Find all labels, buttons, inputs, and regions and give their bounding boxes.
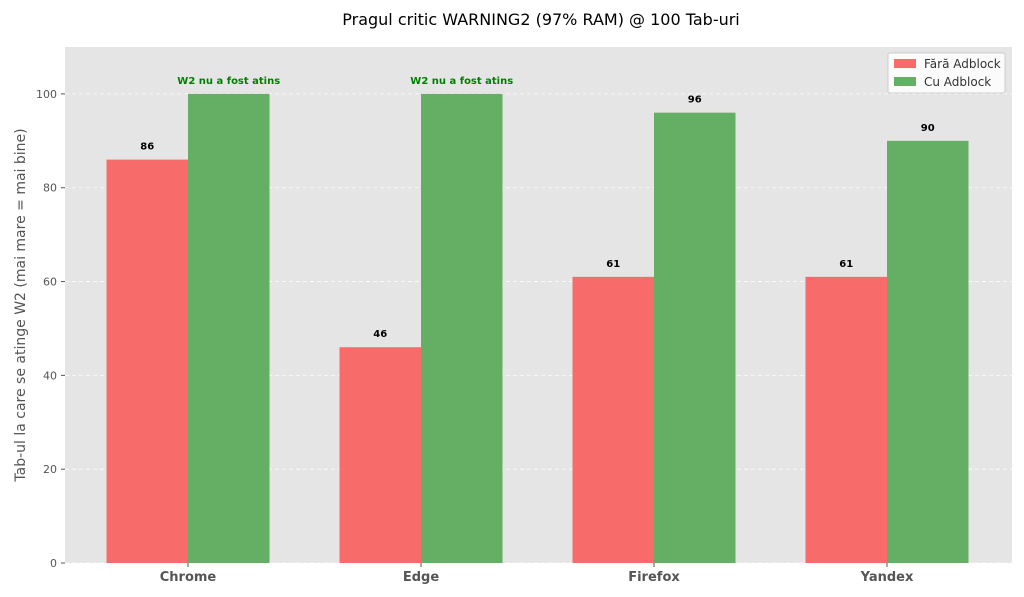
bar-yandex-series-1 bbox=[805, 276, 887, 563]
y-tick-label: 20 bbox=[43, 463, 57, 476]
y-tick-label: 0 bbox=[50, 557, 57, 570]
x-tick-label: Chrome bbox=[160, 570, 217, 585]
y-tick-label: 80 bbox=[43, 182, 57, 195]
x-tick-label: Edge bbox=[403, 570, 439, 585]
bar-note-label: W2 nu a fost atins bbox=[410, 76, 513, 87]
bar-edge-series-2 bbox=[421, 93, 503, 563]
bar-value-label: 46 bbox=[373, 329, 387, 340]
bar-value-label: 61 bbox=[606, 259, 620, 270]
legend-swatch bbox=[894, 59, 916, 68]
y-axis-label: Tab-ul la care se atinge W2 (mai mare = … bbox=[13, 128, 29, 482]
y-tick-label: 100 bbox=[36, 88, 57, 101]
x-tick-label: Firefox bbox=[628, 570, 680, 585]
bar-yandex-series-2 bbox=[887, 140, 969, 563]
bar-value-label: 61 bbox=[839, 259, 853, 270]
bar-edge-series-1 bbox=[339, 347, 421, 563]
bar-chrome-series-2 bbox=[188, 93, 270, 563]
bar-firefox-series-1 bbox=[572, 276, 654, 563]
legend-swatch bbox=[894, 77, 916, 86]
bar-value-label: 90 bbox=[921, 123, 935, 134]
y-tick-label: 40 bbox=[43, 369, 57, 382]
y-tick-label: 60 bbox=[43, 276, 57, 289]
plot-area: 0 20 40 60 80 100 86 W2 nu a fost atins Chrome 46… bbox=[36, 47, 1012, 585]
legend: Fără Adblock Cu Adblock bbox=[887, 52, 1006, 94]
x-tick-label: Yandex bbox=[860, 570, 914, 585]
bar-note-label: W2 nu a fost atins bbox=[177, 76, 280, 87]
legend-entry: Cu Adblock bbox=[924, 75, 991, 89]
bar-value-label: 86 bbox=[140, 142, 154, 153]
bar-chrome-series-1 bbox=[106, 159, 188, 563]
bar-firefox-series-2 bbox=[654, 112, 736, 563]
bar-value-label: 96 bbox=[688, 95, 702, 106]
legend-entry: Fără Adblock bbox=[924, 57, 1001, 71]
legend-box bbox=[887, 52, 1006, 94]
chart-title: Pragul critic WARNING2 (97% RAM) @ 100 T… bbox=[342, 10, 740, 29]
